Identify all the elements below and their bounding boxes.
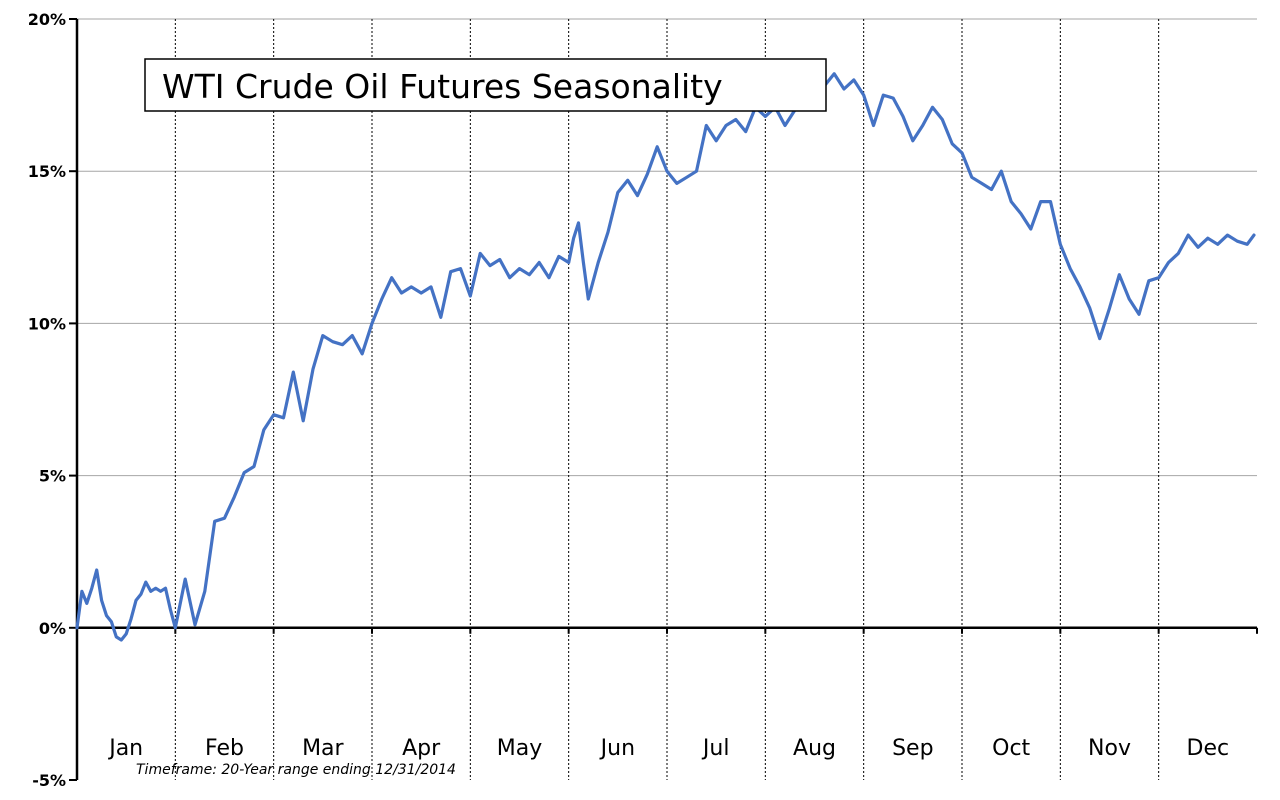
y-tick-label: 5% — [39, 467, 66, 486]
month-label-aug: Aug — [793, 736, 836, 761]
timeframe-annotation: Timeframe: 20-Year range ending 12/31/20… — [136, 762, 456, 778]
y-tick-label: 20% — [28, 10, 66, 29]
month-label-mar: Mar — [302, 736, 344, 761]
grid-layer — [77, 18, 1257, 780]
month-label-apr: Apr — [402, 736, 441, 761]
y-tick-label: 15% — [28, 162, 66, 181]
y-tick-label: 10% — [28, 314, 66, 333]
month-label-jun: Jun — [599, 736, 635, 761]
y-tick-label: 0% — [39, 619, 66, 638]
month-label-feb: Feb — [205, 736, 244, 761]
month-label-sep: Sep — [892, 736, 933, 761]
month-labels: Jan Feb Mar Apr May Jun Jul Aug Sep Oct Nov Dec — [107, 736, 1229, 761]
seasonality-series-line-0 — [75, 72, 1256, 642]
month-label-jul: Jul — [701, 736, 730, 761]
month-label-dec: Dec — [1187, 736, 1230, 761]
month-label-oct: Oct — [992, 736, 1030, 761]
axis-layer — [69, 18, 1258, 781]
chart-title: WTI Crude Oil Futures Seasonality — [162, 67, 723, 106]
y-tick-labels: -5% 0% 5% 10% 15% 20% — [28, 10, 66, 790]
series-layer — [75, 72, 1256, 642]
y-tick-label: -5% — [32, 771, 66, 790]
month-label-may: May — [497, 736, 542, 761]
title-box — [144, 58, 827, 112]
month-label-jan: Jan — [107, 736, 143, 761]
month-label-nov: Nov — [1088, 736, 1131, 761]
